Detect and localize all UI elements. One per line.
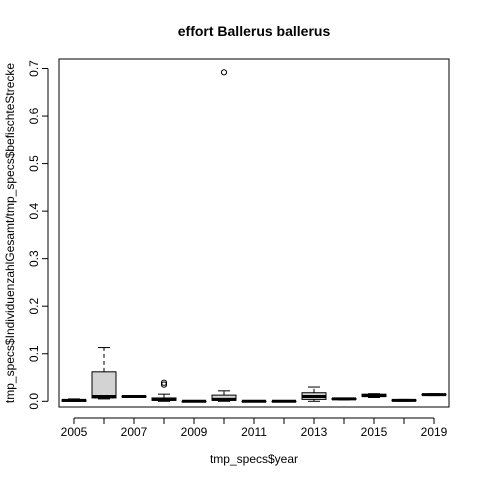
- box-group: [61, 69, 447, 403]
- box-2019: [421, 393, 447, 397]
- box-2006: [91, 347, 117, 400]
- box-2005: [61, 398, 87, 402]
- y-tick-label: 0.2: [27, 298, 41, 315]
- box-2009: [181, 399, 207, 403]
- y-tick-label: 0.6: [27, 107, 41, 124]
- outlier-point: [160, 381, 168, 388]
- x-axis-label: tmp_specs$year: [210, 452, 298, 466]
- y-tick-label: 0.5: [27, 155, 41, 172]
- x-tick-label: 2009: [181, 425, 208, 439]
- box-2007: [121, 395, 147, 399]
- box-2015: [361, 393, 387, 398]
- box-2008: [151, 379, 177, 402]
- y-tick-label: 0.4: [27, 202, 41, 219]
- x-tick-label: 2011: [241, 425, 267, 439]
- chart-title: effort Ballerus ballerus: [178, 23, 331, 39]
- x-tick-label: 2013: [301, 425, 328, 439]
- box-body: [91, 371, 117, 399]
- box-2013: [301, 386, 327, 402]
- outlier-point: [220, 69, 228, 76]
- plot-frame: [58, 58, 450, 408]
- box-2010: [211, 69, 237, 402]
- outlier-point: [160, 379, 168, 386]
- y-tick-label: 0.0: [27, 393, 41, 410]
- y-tick-label: 0.7: [27, 60, 41, 77]
- box-2012: [271, 399, 297, 403]
- box-2014: [331, 397, 357, 401]
- x-tick-label: 2007: [121, 425, 148, 439]
- x-tick-label: 2019: [421, 425, 448, 439]
- box-2011: [241, 399, 267, 403]
- y-tick-label: 0.1: [27, 345, 41, 362]
- x-axis: 2005 2007 2009 2011 2013 2015 2019: [61, 417, 448, 439]
- y-axis: 0.0 0.1 0.2 0.3 0.4 0.5 0.6 0.7: [27, 60, 49, 410]
- x-tick-label: 2015: [361, 425, 388, 439]
- y-axis-label: tmp_specs$IndividuenzahlGesamt/tmp_specs…: [3, 63, 17, 404]
- y-tick-label: 0.3: [27, 250, 41, 267]
- box-2016: [391, 398, 417, 402]
- x-tick-label: 2005: [61, 425, 88, 439]
